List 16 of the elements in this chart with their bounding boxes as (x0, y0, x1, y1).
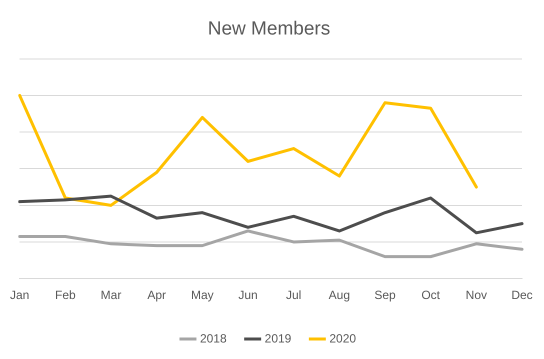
chart-title: New Members (208, 18, 330, 40)
legend-label: 2018 (200, 331, 227, 346)
x-tick-label: Aug (328, 288, 350, 302)
x-tick-label: Nov (466, 288, 488, 302)
x-tick-label: May (191, 288, 214, 302)
legend-label: 2019 (264, 331, 292, 346)
x-tick-label: Jan (10, 288, 30, 302)
x-tick-label: Feb (54, 288, 76, 302)
x-tick-label: Dec (511, 288, 533, 302)
legend-label: 2020 (329, 331, 356, 346)
x-tick-label: Jun (238, 288, 258, 302)
x-tick-label: Oct (421, 288, 441, 302)
x-tick-label: Sep (374, 288, 396, 302)
x-tick-label: Jul (286, 288, 302, 302)
x-tick-label: Mar (100, 288, 122, 302)
x-tick-label: Apr (147, 288, 166, 302)
